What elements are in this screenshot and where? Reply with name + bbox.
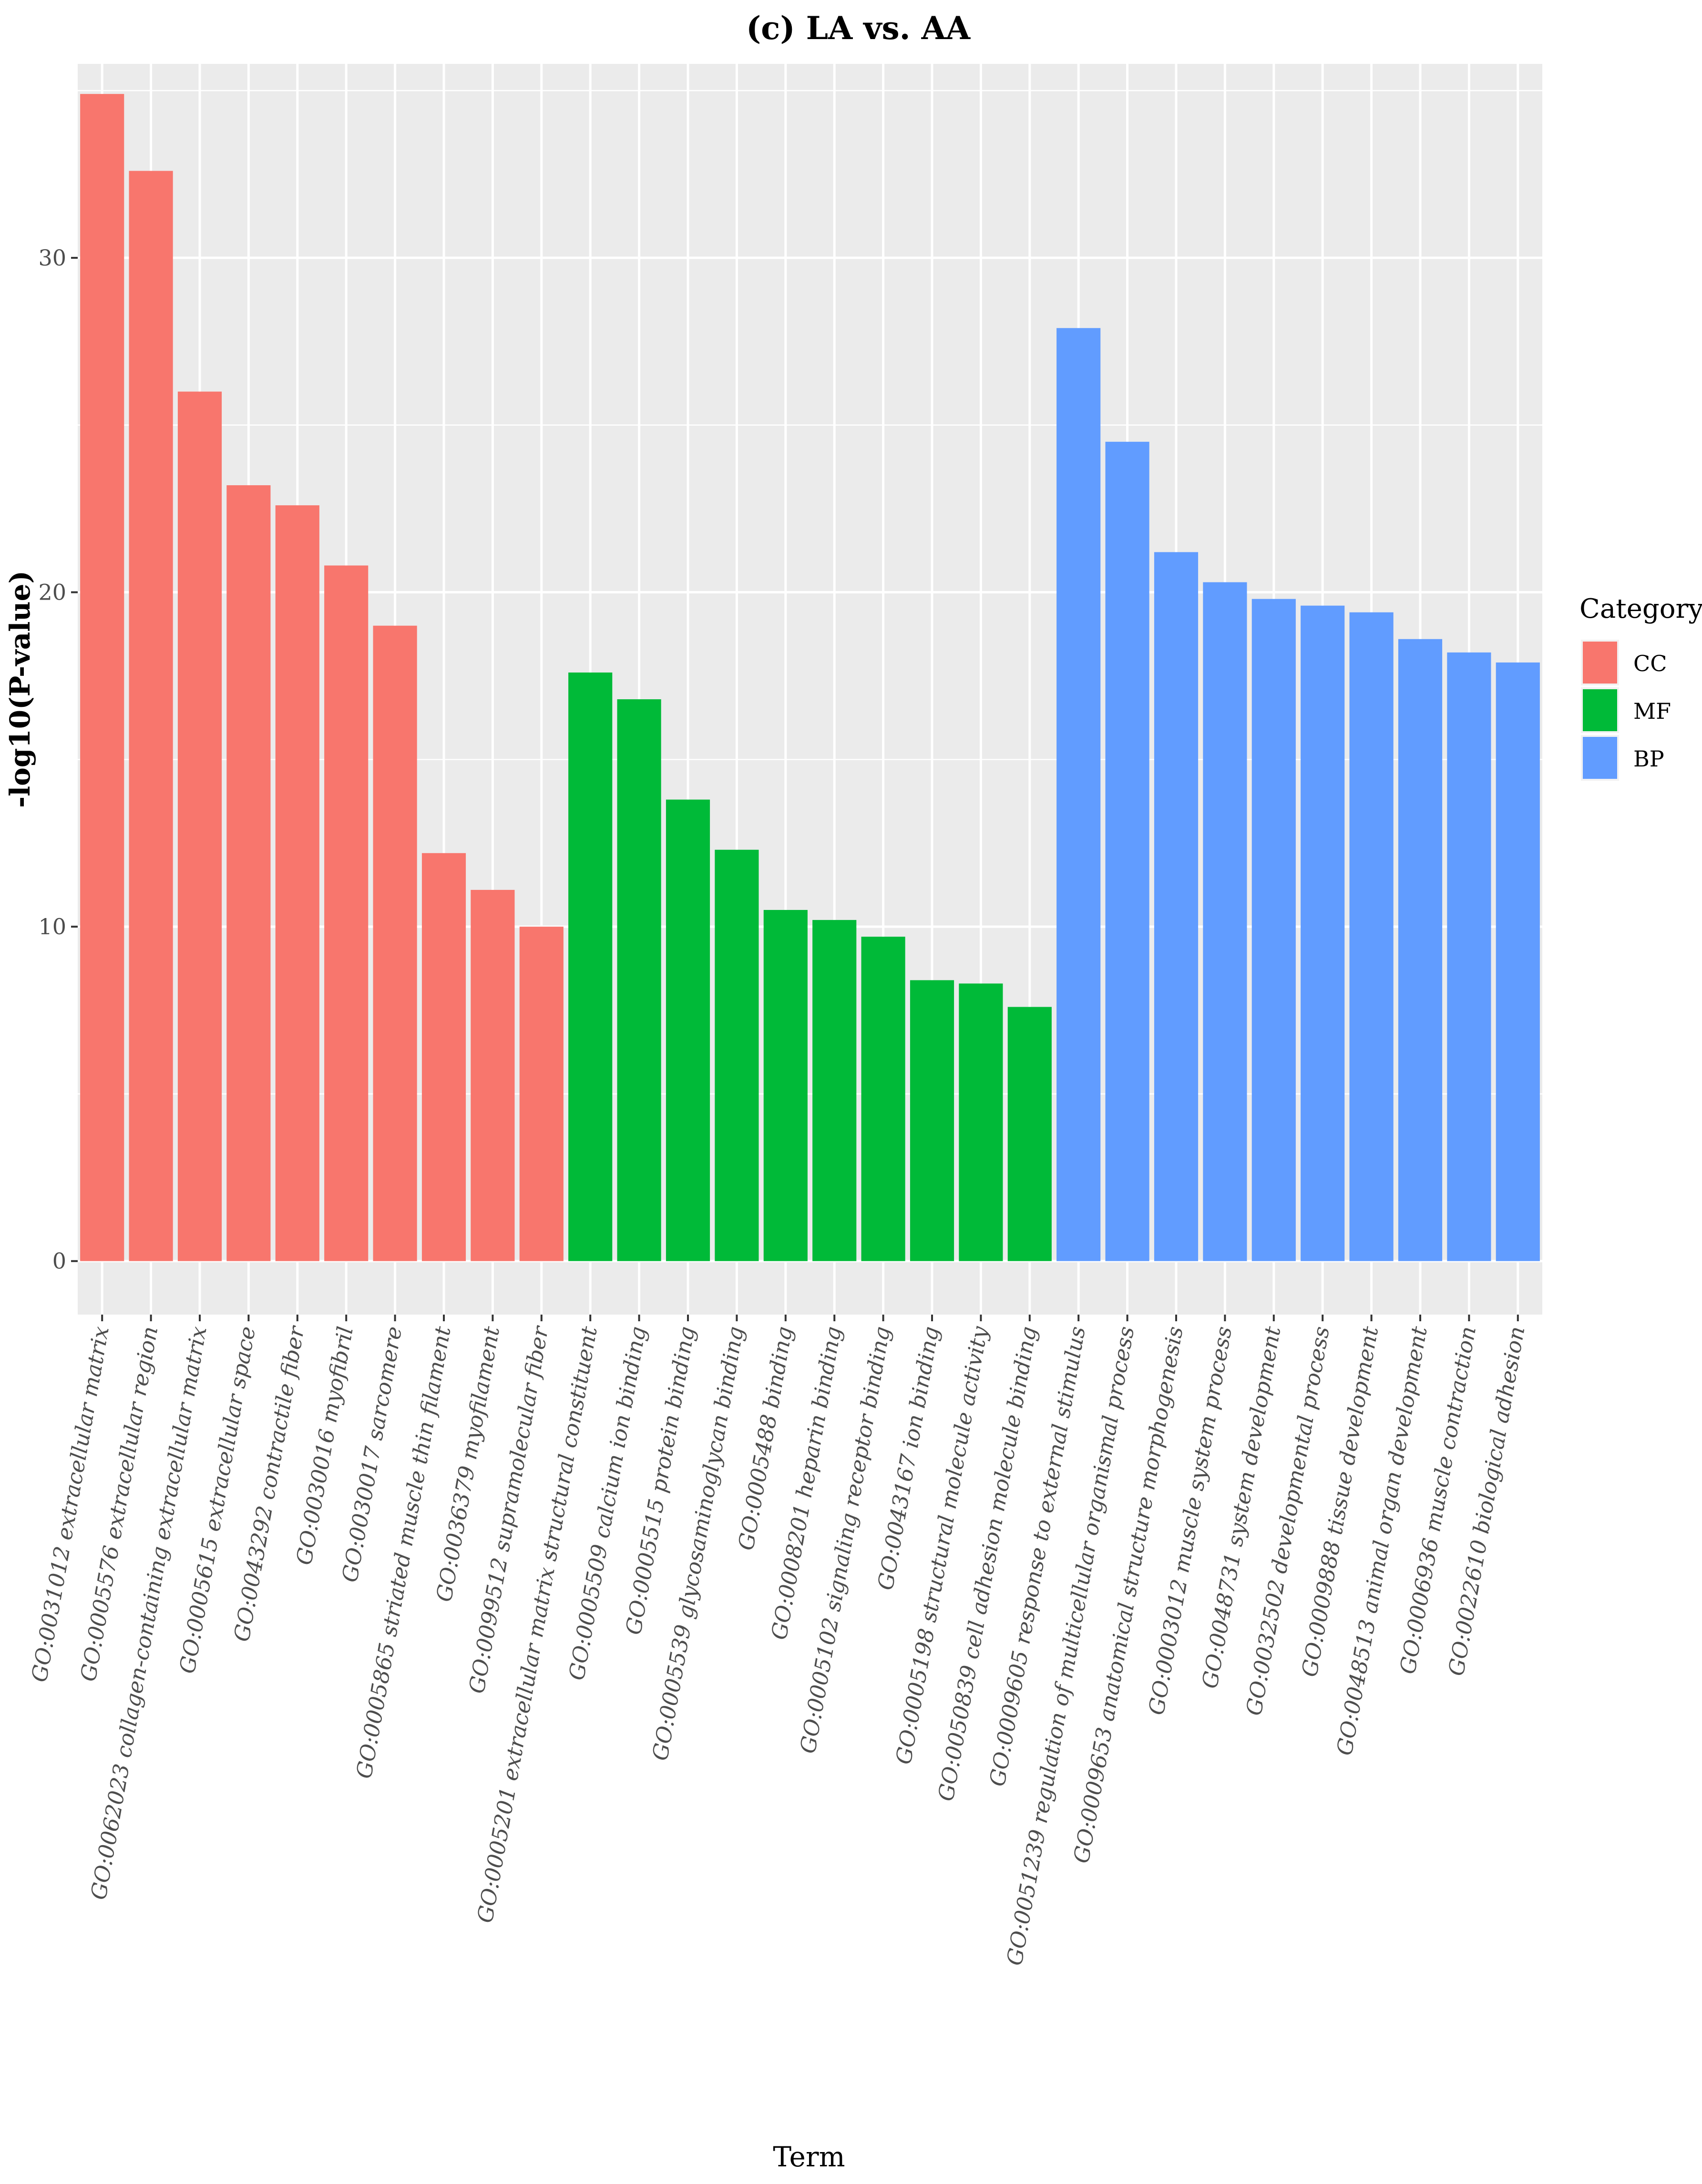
- bar-mf: [910, 980, 954, 1261]
- bar-mf: [617, 699, 661, 1261]
- bar-bp: [1301, 605, 1345, 1261]
- legend-swatch-mf: [1583, 689, 1617, 731]
- bar-cc: [275, 505, 319, 1261]
- bar-bp: [1251, 599, 1296, 1261]
- y-tick-label: 30: [38, 245, 66, 271]
- y-tick-label: 20: [38, 580, 66, 605]
- y-axis: 0 10 20 30: [38, 245, 78, 1274]
- bar-cc: [421, 853, 466, 1261]
- bar-mf: [715, 849, 759, 1261]
- bar-bp: [1203, 582, 1247, 1261]
- x-axis-title: Term: [773, 2141, 845, 2173]
- legend-swatch-cc: [1583, 642, 1617, 684]
- y-tick-label: 10: [38, 914, 66, 939]
- bar-cc: [471, 889, 515, 1261]
- x-axis: GO:0031012 extracellular matrixGO:000557…: [26, 1315, 1530, 1968]
- bar-bp: [1056, 328, 1101, 1261]
- bar-cc: [373, 625, 417, 1261]
- bar-cc: [519, 927, 564, 1261]
- legend: Category CC MF BP: [1579, 593, 1702, 781]
- bar-mf: [959, 983, 1003, 1261]
- bar-cc: [177, 391, 222, 1261]
- bar-cc: [80, 94, 124, 1261]
- bar-mf: [568, 672, 613, 1261]
- bar-mf: [1007, 1007, 1052, 1261]
- legend-label-bp: BP: [1633, 746, 1664, 772]
- legend-label-cc: CC: [1633, 651, 1667, 676]
- bar-mf: [763, 910, 808, 1261]
- bar-bp: [1349, 612, 1394, 1261]
- bar-cc: [129, 171, 173, 1261]
- x-tick-label: GO:0005539 glycosaminoglycan binding: [647, 1325, 749, 1763]
- legend-title: Category: [1579, 593, 1702, 624]
- y-axis-title: -log10(P-value): [4, 571, 36, 808]
- bar-bp: [1154, 552, 1199, 1261]
- bars: [80, 94, 1540, 1261]
- chart-title: (c) LA vs. AA: [746, 10, 971, 47]
- bar-bp: [1398, 639, 1443, 1261]
- bar-bp: [1496, 662, 1540, 1261]
- bar-mf: [666, 799, 710, 1261]
- plot-panel: [78, 64, 1542, 1315]
- legend-label-mf: MF: [1633, 698, 1671, 724]
- y-tick-label: 0: [52, 1248, 66, 1274]
- bar-cc: [324, 565, 369, 1261]
- bar-bp: [1105, 441, 1149, 1261]
- bar-mf: [812, 920, 857, 1261]
- legend-swatch-bp: [1583, 737, 1617, 779]
- bar-cc: [226, 485, 271, 1261]
- bar-bp: [1447, 652, 1491, 1261]
- bar-mf: [861, 937, 905, 1261]
